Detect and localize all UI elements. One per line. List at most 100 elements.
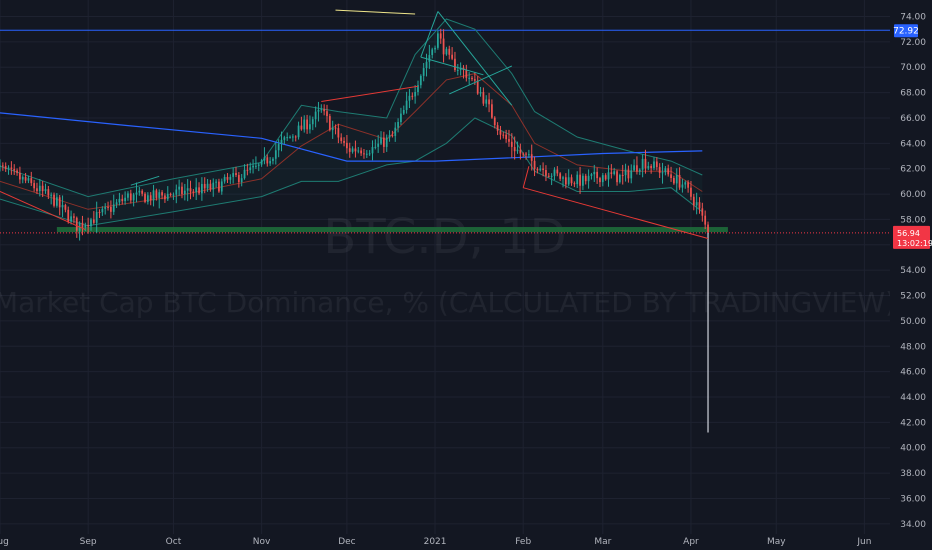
candle[interactable] (181, 182, 183, 199)
candle[interactable] (61, 195, 64, 218)
candle[interactable] (192, 189, 195, 197)
candle[interactable] (627, 165, 630, 183)
trend-line-teal[interactable] (130, 175, 160, 186)
candle[interactable] (382, 131, 385, 153)
candle[interactable] (530, 144, 533, 171)
candle[interactable] (280, 131, 283, 152)
candle[interactable] (110, 200, 112, 219)
candle[interactable] (30, 171, 33, 186)
candle[interactable] (451, 47, 453, 61)
candle[interactable] (158, 189, 161, 209)
drawing-tools[interactable] (0, 9, 709, 433)
candle[interactable] (701, 202, 704, 222)
candle[interactable] (274, 142, 277, 165)
candle[interactable] (129, 189, 132, 204)
candle[interactable] (10, 161, 13, 175)
candle[interactable] (553, 167, 556, 181)
candle[interactable] (33, 179, 36, 192)
candle[interactable] (55, 193, 58, 208)
trend-line-yellow[interactable] (335, 9, 416, 15)
candle[interactable] (604, 173, 607, 181)
candle[interactable] (564, 173, 567, 189)
candle[interactable] (289, 135, 291, 139)
candle[interactable] (303, 115, 306, 133)
candle[interactable] (172, 192, 175, 200)
candle[interactable] (257, 162, 260, 172)
candle[interactable] (226, 173, 229, 183)
candle[interactable] (309, 115, 311, 134)
candle[interactable] (678, 167, 681, 190)
candle[interactable] (394, 122, 397, 142)
candle[interactable] (576, 171, 579, 189)
candle[interactable] (499, 125, 502, 140)
candle[interactable] (115, 199, 118, 208)
candle[interactable] (297, 121, 300, 140)
candle[interactable] (363, 149, 365, 159)
candle[interactable] (13, 164, 16, 175)
candle[interactable] (90, 217, 92, 231)
candle[interactable] (624, 163, 627, 182)
candle[interactable] (664, 166, 667, 176)
candle[interactable] (374, 139, 377, 150)
candle[interactable] (533, 156, 536, 177)
candle[interactable] (95, 201, 98, 233)
candle[interactable] (442, 29, 445, 63)
candle[interactable] (189, 180, 192, 200)
candle[interactable] (704, 210, 707, 230)
candle[interactable] (311, 116, 314, 131)
candle[interactable] (92, 211, 95, 225)
trend-line-teal[interactable] (420, 56, 484, 76)
candle[interactable] (397, 118, 399, 133)
candle[interactable] (243, 164, 246, 180)
candle[interactable] (448, 45, 451, 60)
candle[interactable] (260, 158, 263, 167)
candle[interactable] (377, 134, 380, 153)
candle[interactable] (218, 178, 220, 193)
candle[interactable] (21, 175, 24, 184)
candle[interactable] (434, 45, 436, 53)
candle[interactable] (53, 192, 55, 208)
trend-line-red[interactable] (523, 187, 709, 239)
candle[interactable] (613, 167, 616, 176)
candle[interactable] (155, 188, 158, 201)
candle[interactable] (346, 135, 348, 154)
candle[interactable] (673, 175, 675, 185)
candle[interactable] (650, 164, 653, 174)
candle[interactable] (539, 165, 542, 172)
candle[interactable] (391, 130, 394, 138)
candle[interactable] (220, 178, 223, 195)
candle[interactable] (112, 194, 115, 215)
candle[interactable] (525, 152, 527, 160)
time-axis[interactable]: Aug Sep Oct Nov Dec 2021 Feb Mar Apr May Jun (0, 534, 932, 550)
candle[interactable] (16, 168, 18, 176)
candle[interactable] (681, 178, 684, 193)
candle[interactable] (121, 194, 124, 205)
candle[interactable] (252, 159, 254, 174)
candle[interactable] (67, 206, 70, 224)
candle[interactable] (684, 180, 687, 189)
candle[interactable] (633, 159, 635, 172)
candle[interactable] (599, 176, 601, 188)
candle[interactable] (658, 163, 661, 179)
candle[interactable] (206, 179, 209, 192)
candle[interactable] (479, 86, 482, 97)
candle[interactable] (610, 164, 613, 179)
candle[interactable] (454, 51, 456, 72)
candle[interactable] (400, 107, 402, 125)
price-axis[interactable]: 34.00 36.00 38.00 40.00 42.00 44.00 46.00 48.00… (890, 0, 932, 550)
candle[interactable] (445, 46, 448, 56)
candle[interactable] (439, 28, 442, 44)
candle[interactable] (255, 156, 257, 169)
candle[interactable] (84, 222, 87, 232)
candle[interactable] (212, 178, 215, 197)
candle[interactable] (198, 182, 200, 196)
candle[interactable] (582, 173, 584, 191)
candle[interactable] (323, 104, 326, 116)
candle[interactable] (209, 179, 212, 192)
candle[interactable] (64, 203, 67, 213)
candle[interactable] (695, 192, 698, 215)
candle[interactable] (360, 147, 362, 156)
candle[interactable] (618, 173, 621, 184)
candle[interactable] (272, 157, 274, 165)
candle[interactable] (707, 221, 709, 235)
